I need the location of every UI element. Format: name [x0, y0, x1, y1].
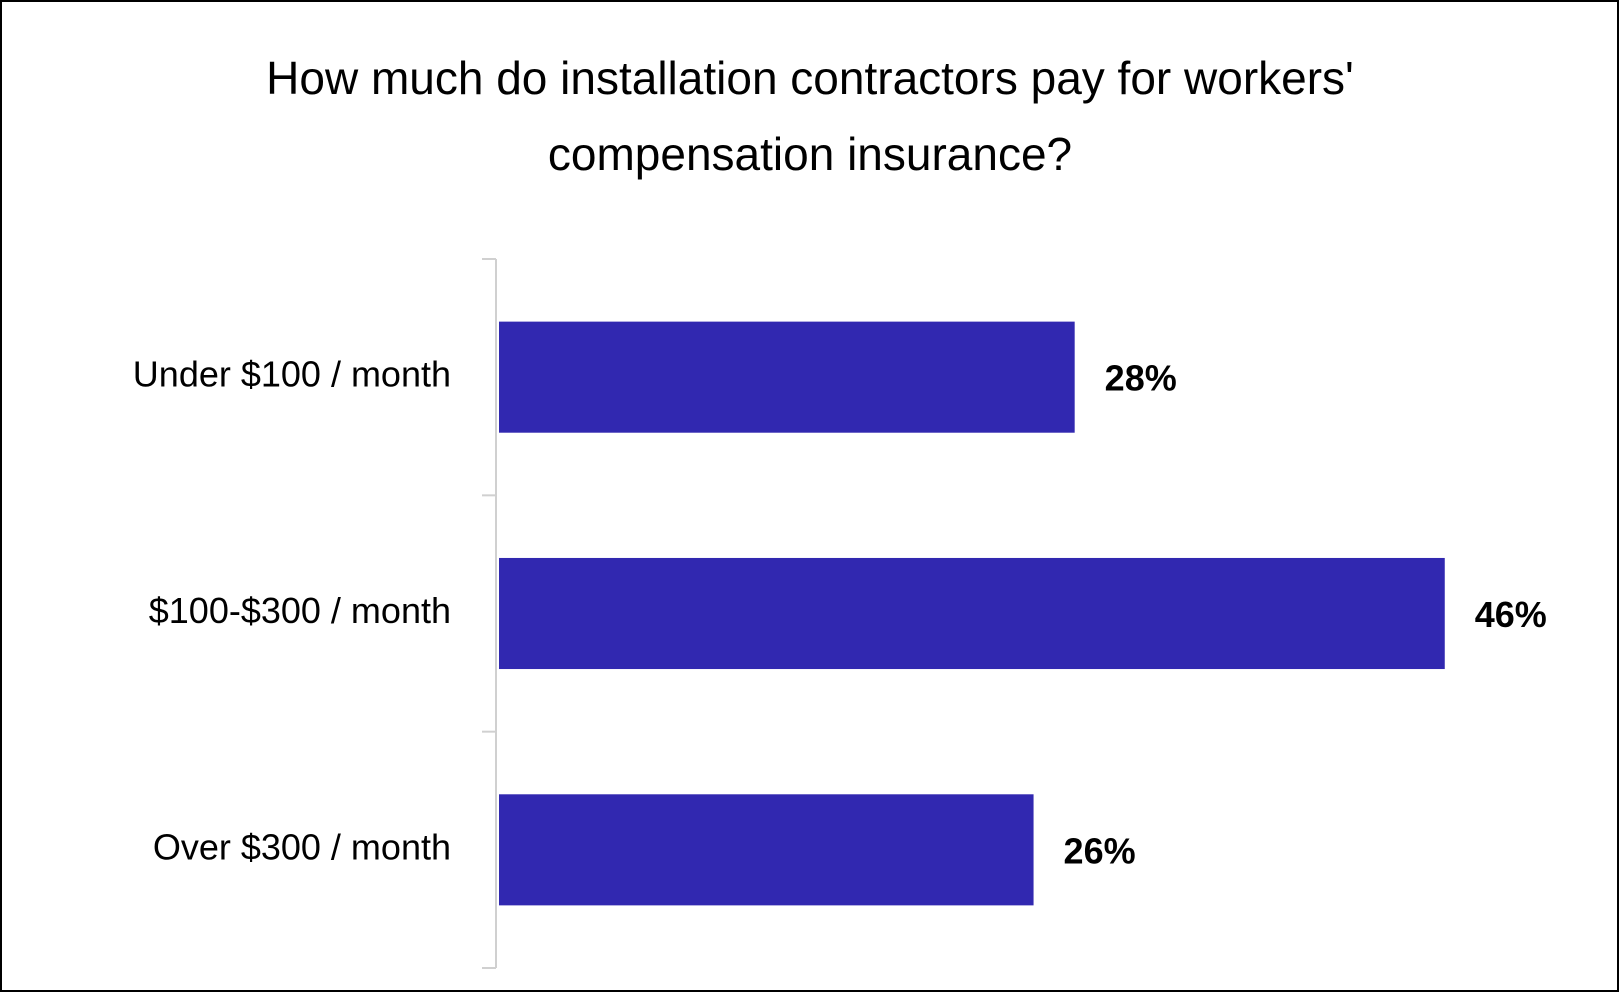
chart-title: How much do installation contractors pay…: [266, 52, 1354, 180]
bar: [499, 794, 1034, 906]
value-label: 26%: [1064, 830, 1136, 871]
category-label: Under $100 / month: [133, 354, 451, 395]
value-label: 46%: [1475, 594, 1547, 635]
value-label: 28%: [1105, 358, 1177, 399]
category-label: Over $300 / month: [153, 826, 451, 867]
bar: [499, 321, 1075, 433]
category-label: $100-$300 / month: [149, 590, 451, 631]
bar: [499, 557, 1445, 670]
